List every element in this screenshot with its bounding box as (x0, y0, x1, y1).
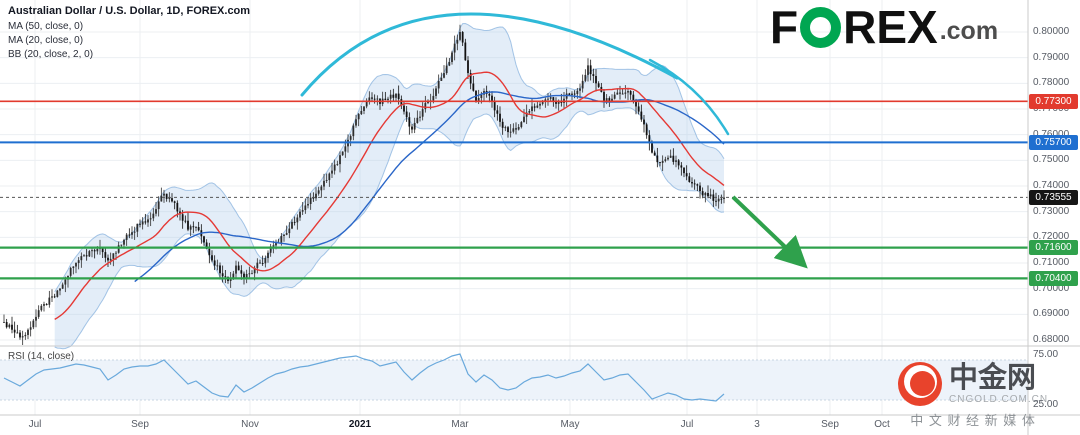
price-axis-tick: 0.70000 (1033, 282, 1070, 294)
rsi-axis-tick: 75.00 (1033, 349, 1059, 360)
price-axis[interactable]: 0.800000.790000.780000.770000.760000.750… (1028, 0, 1080, 435)
cngold-logo-icon (898, 362, 942, 406)
watermark-tagline: 中 文 财 经 新 媒 体 (910, 413, 1036, 428)
price-level-badge: 0.71600 (1029, 240, 1078, 256)
price-axis-tick: 0.76000 (1033, 129, 1069, 140)
rsi-axis-tick: 25.00 (1033, 399, 1059, 410)
time-axis-tick: 3 (754, 419, 760, 430)
indicator-ma20-label: MA (20, close, 0) (8, 35, 84, 46)
forex-logo: F REX .com (770, 4, 998, 50)
time-axis-tick: Sep (821, 419, 839, 430)
legend: Australian Dollar / U.S. Dollar, 1D, FOR… (8, 5, 250, 62)
time-axis-tick: Jul (680, 419, 694, 430)
forex-logo-o-icon (800, 6, 842, 48)
price-axis-tick: 0.71000 (1033, 257, 1070, 268)
price-level-badge: 0.77300 (1029, 93, 1078, 109)
price-axis-tick: 0.80000 (1033, 26, 1070, 37)
last-price-badge: 0.73555 (1029, 189, 1078, 205)
price-axis-tick: 0.75000 (1033, 154, 1070, 166)
price-axis-tick: 0.72000 (1033, 231, 1070, 243)
price-axis-tick: 0.68000 (1033, 334, 1070, 345)
price-level-badge: 0.70400 (1029, 270, 1078, 286)
time-axis-tick: Jul (28, 419, 42, 430)
time-axis-tick: May (560, 419, 580, 430)
time-axis-tick: Sep (131, 419, 149, 430)
forex-logo-rex-text: REX (843, 1, 938, 53)
forex-logo-f-text: F (770, 1, 799, 53)
cngold-watermark: 中金网 CNGOLD.COM.CN 中 文 财 经 新 媒 体 (898, 362, 1048, 429)
watermark-brand: 中金网 (949, 361, 1037, 394)
time-axis[interactable]: Jul Sep Nov 2021 Mar May Jul 3 Sep Oct (0, 415, 1028, 435)
price-axis-tick: 0.74000 (1033, 180, 1070, 191)
price-axis-tick: 0.69000 (1033, 308, 1070, 320)
time-axis-tick: Nov (241, 419, 259, 430)
price-axis-tick: 0.73000 (1033, 205, 1070, 217)
price-axis-tick: 0.79000 (1033, 51, 1070, 63)
rsi-indicator-label: RSI (14, close) (8, 351, 75, 362)
indicator-ma50-label: MA (50, close, 0) (8, 21, 84, 32)
symbol-title: Australian Dollar / U.S. Dollar, 1D, FOR… (8, 5, 251, 17)
watermark-site: CNGOLD.COM.CN (949, 393, 1049, 405)
time-axis-tick: Mar (451, 419, 469, 430)
cngold-watermark-text: 中金网 CNGOLD.COM.CN (949, 361, 1049, 405)
time-axis-tick: Oct (874, 419, 890, 430)
cngold-watermark-row: 中金网 CNGOLD.COM.CN (898, 362, 1048, 406)
price-level-badge: 0.75700 (1029, 134, 1078, 150)
time-axis-tick: 2021 (348, 419, 372, 430)
price-axis-tick: 0.78000 (1033, 77, 1070, 89)
forex-logo-com-text: .com (939, 17, 999, 45)
indicator-bb-label: BB (20, close, 2, 0) (8, 49, 94, 60)
